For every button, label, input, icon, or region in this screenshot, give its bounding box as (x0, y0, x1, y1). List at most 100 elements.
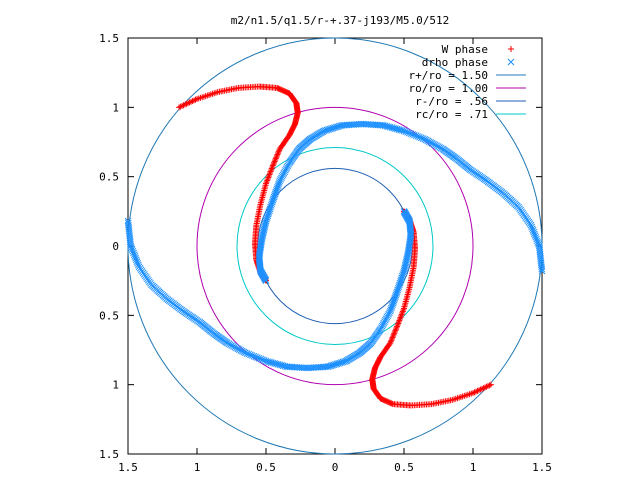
data-point (475, 387, 482, 394)
data-point (275, 150, 282, 157)
legend-label: rc/ro = .71 (415, 108, 488, 121)
chart-title: m2/n1.5/q1.5/r-+.37-j193/M5.0/512 (231, 14, 450, 27)
data-point (531, 230, 538, 238)
y-tick-label: 0 (112, 240, 119, 253)
data-point (128, 244, 135, 252)
y-tick-label: 1.5 (99, 448, 119, 461)
data-point (530, 228, 538, 236)
data-point (241, 349, 249, 357)
data-point (487, 381, 494, 388)
data-point (388, 335, 395, 342)
legend-label: ro/ro = 1.00 (409, 82, 488, 95)
data-point (390, 331, 397, 338)
data-point (185, 100, 192, 107)
data-point (252, 353, 260, 361)
x-tick-label: 1 (470, 461, 477, 474)
data-point (529, 227, 537, 234)
data-point (130, 251, 138, 259)
legend-label: r-/ro = .56 (415, 95, 488, 108)
data-point (535, 242, 543, 250)
series-W-phase (176, 83, 494, 409)
data-point (386, 341, 393, 348)
legend-label: W phase (442, 43, 488, 56)
data-point (389, 334, 396, 341)
data-point (262, 277, 270, 285)
data-point (128, 246, 136, 253)
data-point (257, 355, 265, 363)
data-point (474, 387, 481, 394)
circle-ro (196, 106, 474, 386)
data-point (273, 152, 280, 159)
data-point (133, 258, 141, 265)
data-point (533, 235, 540, 243)
data-point (393, 324, 400, 331)
data-point (532, 233, 540, 241)
x-tick-label: 0.5 (256, 461, 276, 474)
data-point (273, 154, 280, 161)
legend-label: drho phase (422, 56, 488, 69)
data-point (186, 99, 193, 106)
data-point (391, 328, 398, 335)
data-point (272, 157, 279, 164)
data-point (177, 103, 184, 110)
data-point (387, 340, 394, 347)
data-point (127, 240, 134, 248)
data-point (180, 102, 187, 109)
x-tick-label: 1 (194, 461, 201, 474)
y-tick-label: 0.5 (99, 309, 119, 322)
data-point (271, 158, 278, 165)
data-point (277, 144, 284, 151)
data-point (534, 239, 542, 246)
data-point (533, 237, 541, 245)
data-point (189, 98, 196, 105)
data-point (388, 337, 395, 344)
circle-r- (257, 167, 413, 325)
data-point (271, 159, 278, 166)
data-point (255, 354, 263, 362)
data-point (132, 254, 139, 262)
data-point (275, 148, 282, 155)
data-point (131, 253, 139, 260)
data-point (484, 383, 491, 390)
data-point (272, 155, 279, 162)
data-point (531, 232, 539, 239)
data-point (405, 129, 413, 137)
data-point (421, 135, 429, 143)
data-point (528, 223, 536, 231)
data-point (254, 354, 261, 361)
series-drho-phase (124, 120, 546, 372)
phase-points (124, 83, 546, 409)
data-point (192, 96, 199, 103)
legend-label: r+/ro = 1.50 (409, 69, 488, 82)
data-point (132, 256, 140, 264)
data-point (276, 145, 283, 152)
data-point (528, 225, 536, 233)
data-point (245, 350, 253, 358)
y-tick-label: 1.5 (99, 32, 119, 45)
x-tick-label: 1.5 (532, 461, 552, 474)
y-tick-label: 0.5 (99, 171, 119, 184)
data-point (270, 161, 277, 168)
data-point (134, 261, 142, 269)
data-point (477, 386, 484, 393)
data-point (472, 388, 479, 395)
circle-rc (236, 147, 434, 345)
data-point (188, 98, 195, 105)
data-point (480, 385, 487, 392)
data-point (248, 352, 256, 359)
data-point (129, 247, 137, 255)
data-point (419, 135, 427, 142)
data-point (481, 384, 488, 391)
data-point (191, 97, 198, 104)
data-point (535, 240, 542, 248)
data-point (391, 330, 398, 337)
y-tick-label: 1 (112, 379, 119, 392)
data-point (250, 352, 258, 360)
data-point (387, 338, 394, 345)
data-point (243, 350, 251, 357)
data-point (471, 389, 478, 396)
y-tick-label: 1 (112, 101, 119, 114)
axis-ticks: 1.5 1 0.5 0 0.5 1 1.51.510.500.511.5 (99, 32, 552, 474)
